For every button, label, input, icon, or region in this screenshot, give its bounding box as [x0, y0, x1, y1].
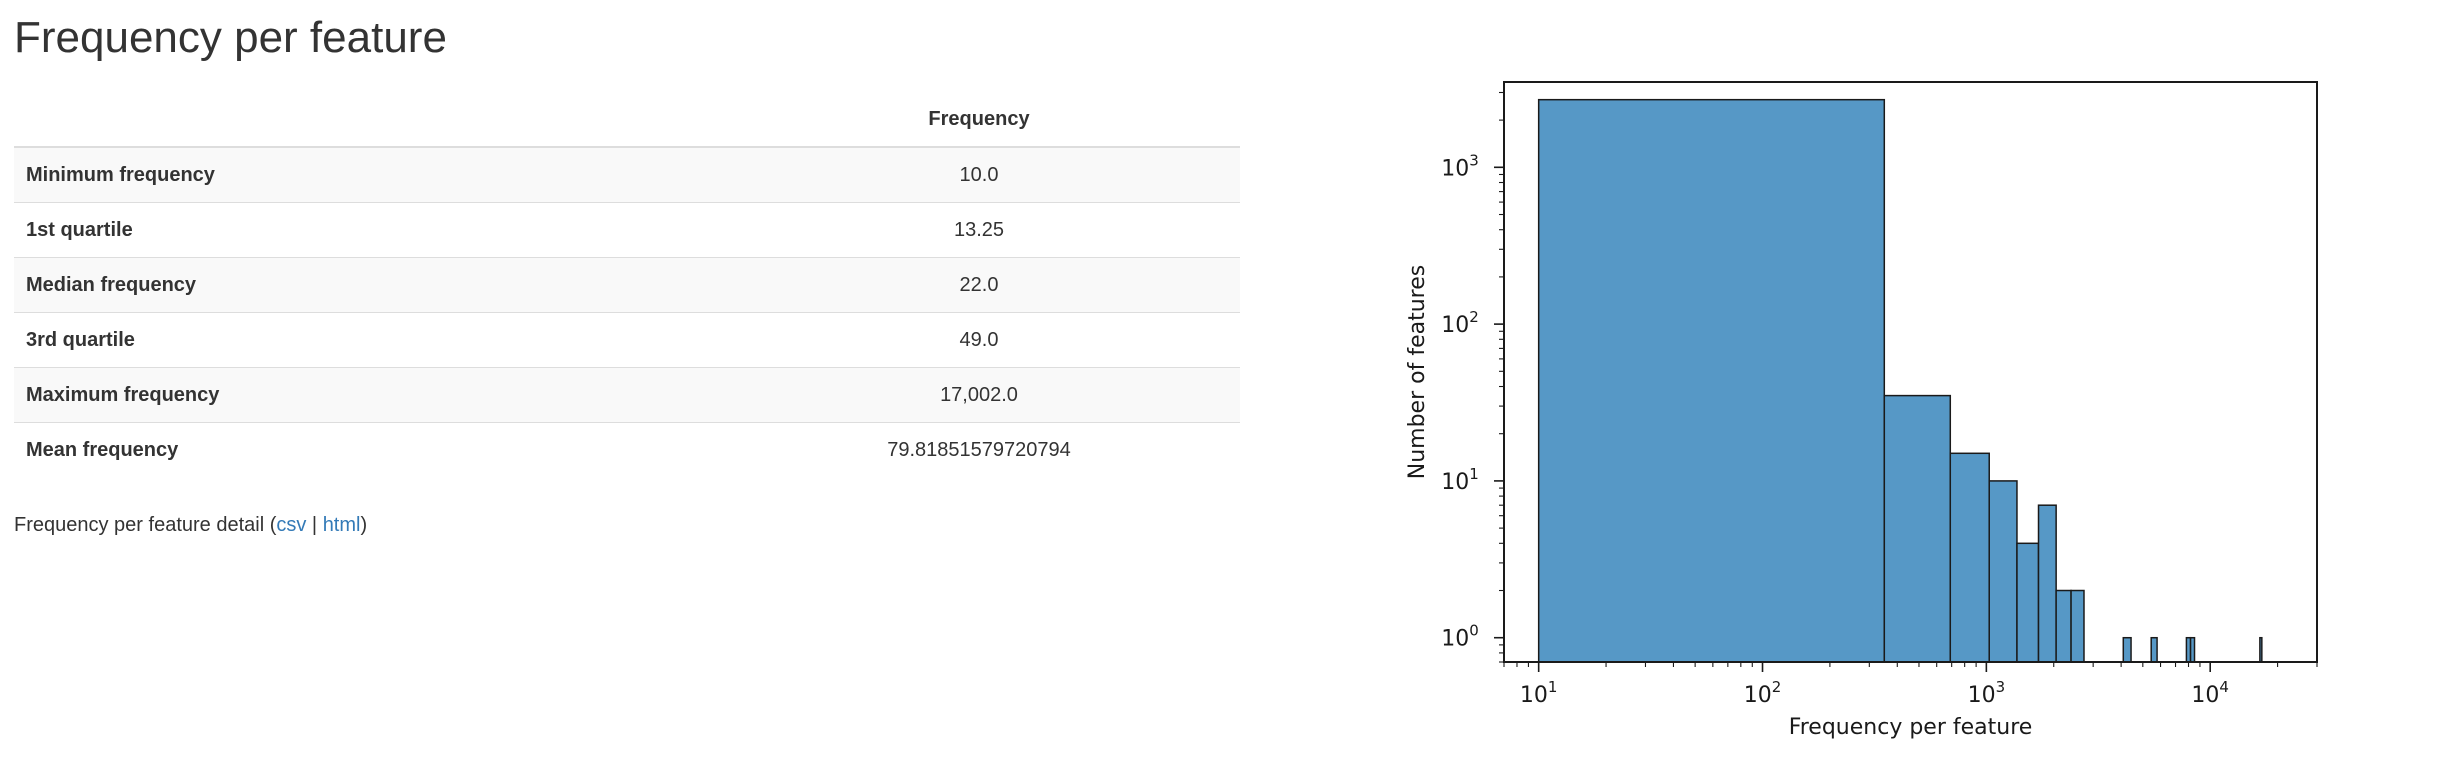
x-tick-label: 103 — [1968, 678, 2006, 708]
histogram-chart: 101 102 103 104 100 101 102 103 Frequency per f… — [1400, 60, 2340, 760]
csv-link[interactable]: csv — [276, 514, 307, 536]
histogram-bar-2 — [1949, 452, 1990, 663]
table-row: Minimum frequency 10.0 — [14, 147, 1240, 203]
table-row: Mean frequency 79.81851579720794 — [14, 422, 1240, 478]
ticks-layer: 101 102 103 104 100 101 102 103 — [1441, 91, 2318, 708]
histogram-bar-7 — [2070, 589, 2085, 663]
row-label: Median frequency — [26, 273, 197, 296]
html-link[interactable]: html — [322, 514, 361, 536]
y-tick-label: 100 — [1441, 622, 1479, 652]
x-axis-label: Frequency per feature — [1789, 715, 2033, 740]
detail-links: Frequency per feature detail (csv | html… — [14, 514, 367, 537]
histogram-bar-8 — [2122, 636, 2132, 663]
row-label: Maximum frequency — [26, 383, 220, 406]
x-tick-label: 104 — [2191, 678, 2229, 708]
table-header-frequency: Frequency — [718, 92, 1240, 148]
row-value: 79.81851579720794 — [887, 438, 1071, 461]
row-label: Minimum frequency — [26, 163, 215, 186]
table-header-blank — [14, 92, 718, 148]
histogram-bar-6 — [2055, 589, 2072, 663]
histogram-svg: 101 102 103 104 100 101 102 103 Frequency per f… — [1405, 81, 2318, 740]
row-value: 13.25 — [953, 218, 1005, 241]
row-label: 1st quartile — [26, 218, 133, 241]
y-tick-label: 101 — [1441, 465, 1479, 495]
histogram-bar-3 — [1988, 480, 2018, 663]
histogram-bar-1 — [1883, 394, 1952, 663]
histogram-bar-0 — [1537, 98, 1886, 663]
table-row: Median frequency 22.0 — [14, 257, 1240, 313]
histogram-bar-11 — [2189, 636, 2196, 663]
plot-frame — [1503, 81, 2318, 663]
frequency-stats-table: Frequency Minimum frequency 10.0 1st qua… — [14, 92, 1240, 477]
row-value: 10.0 — [959, 163, 999, 186]
table-row: Maximum frequency 17,002.0 — [14, 367, 1240, 423]
row-value: 49.0 — [959, 328, 999, 351]
x-tick-label: 101 — [1520, 678, 1558, 708]
histogram-bar-9 — [2150, 636, 2158, 663]
detail-suffix: ) — [360, 514, 368, 536]
row-value: 22.0 — [959, 273, 999, 296]
histogram-bar-12 — [2259, 636, 2263, 663]
y-tick-label: 102 — [1441, 308, 1479, 338]
table-row: 3rd quartile 49.0 — [14, 312, 1240, 368]
y-tick-label: 103 — [1441, 151, 1479, 181]
bars-layer — [1537, 98, 2263, 663]
histogram-bar-5 — [2037, 504, 2057, 663]
page-title: Frequency per feature — [14, 13, 447, 62]
x-tick-label: 102 — [1744, 678, 1782, 708]
detail-separator: | — [306, 514, 323, 536]
table-header-row: Frequency — [14, 92, 1240, 148]
detail-prefix: Frequency per feature detail ( — [14, 514, 277, 536]
row-value: 17,002.0 — [940, 383, 1018, 406]
row-label: Mean frequency — [26, 438, 179, 461]
row-label: 3rd quartile — [26, 328, 135, 351]
table-row: 1st quartile 13.25 — [14, 202, 1240, 258]
y-axis-label: Number of features — [1405, 265, 1430, 479]
histogram-bar-4 — [2016, 542, 2040, 663]
